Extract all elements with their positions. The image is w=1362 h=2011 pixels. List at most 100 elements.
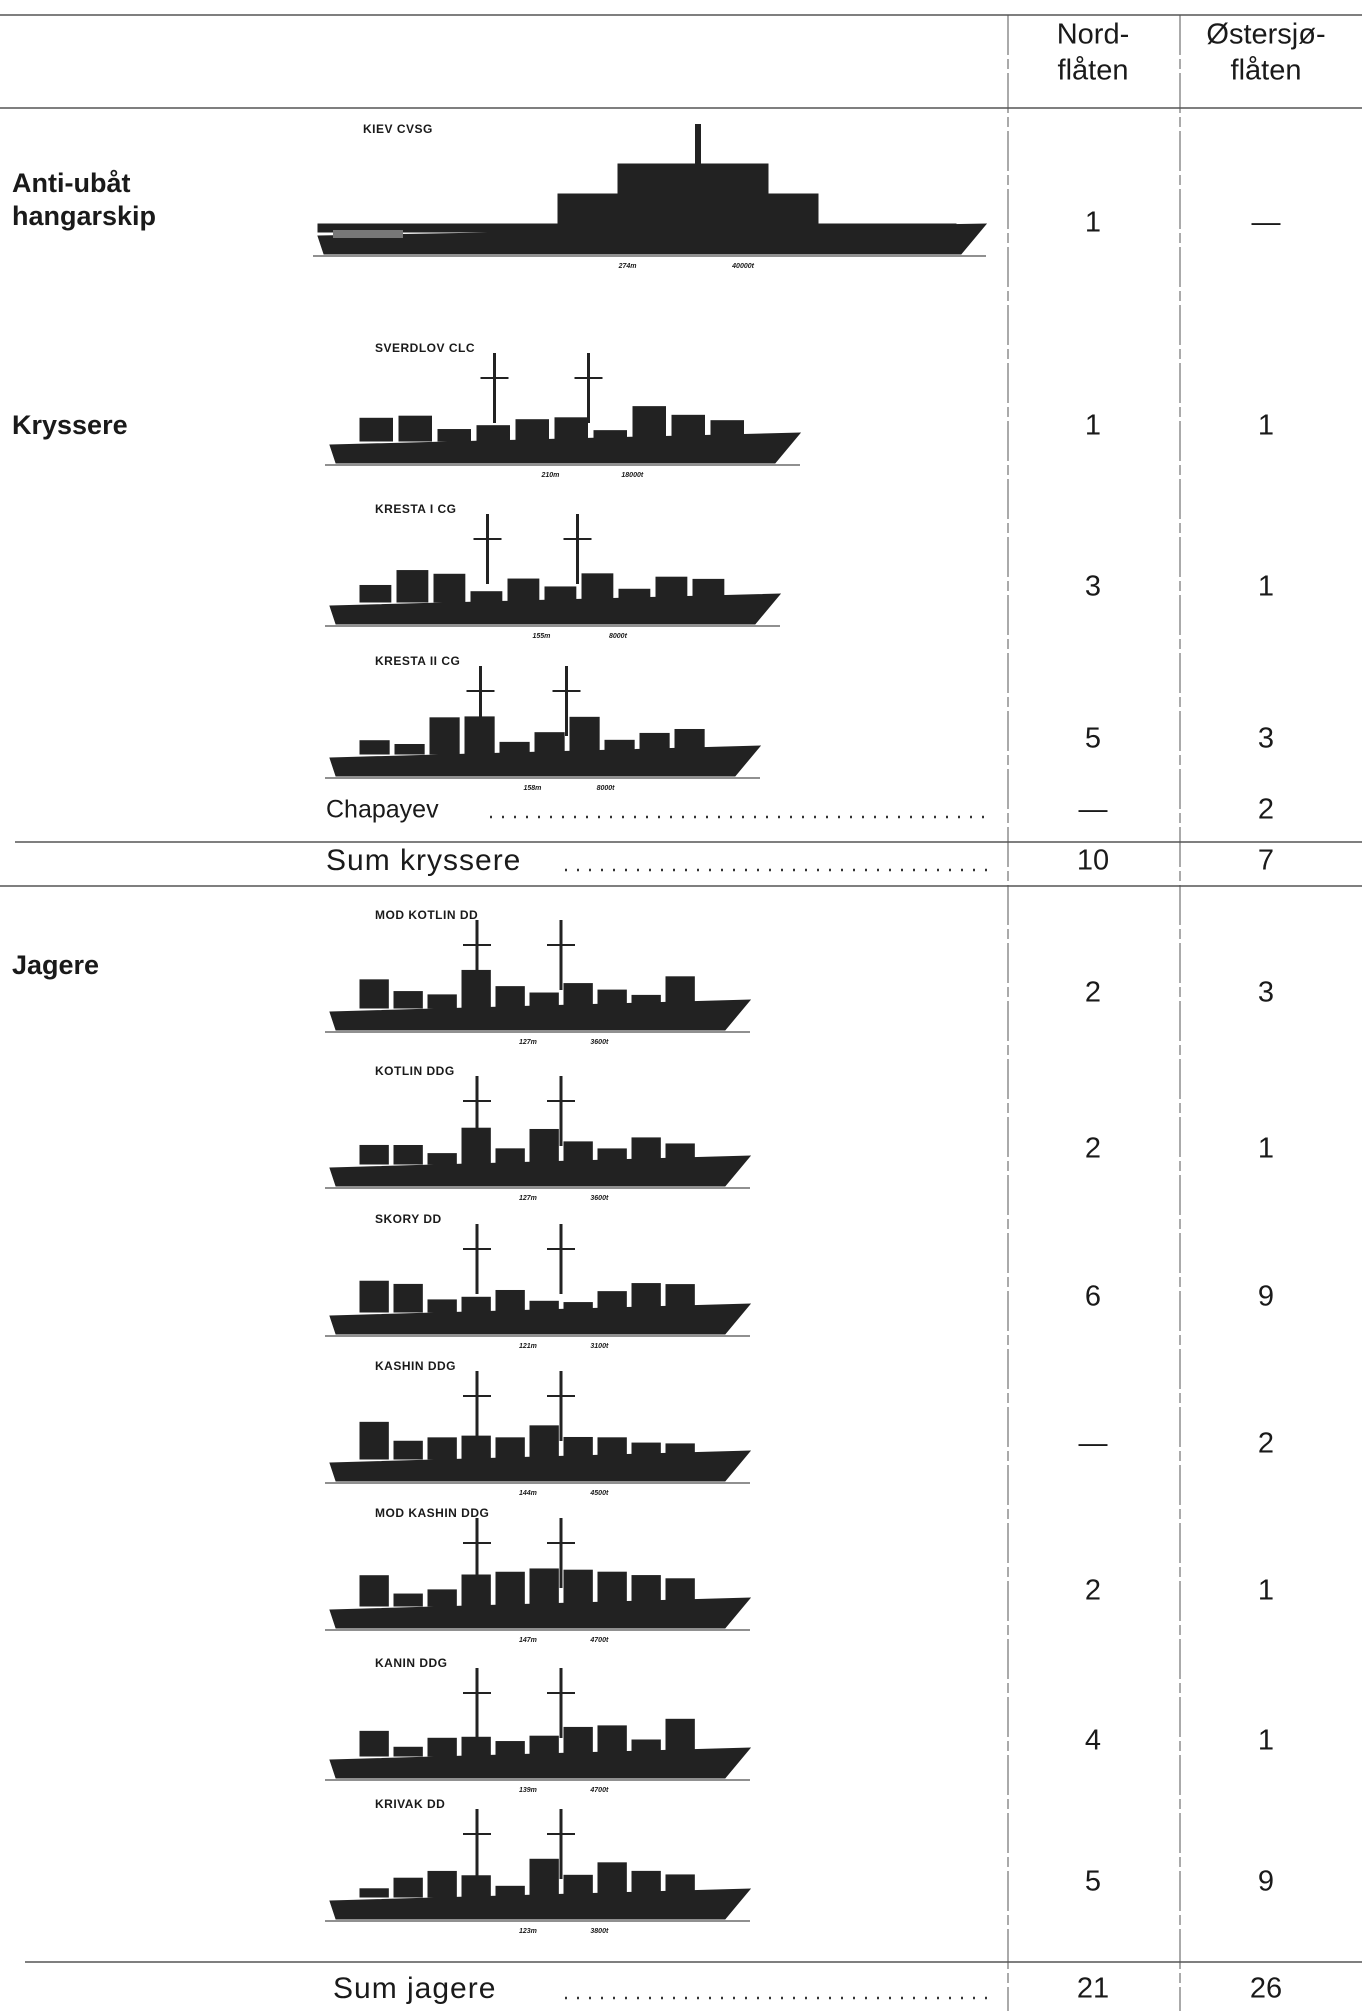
ship-length: 127m	[519, 1039, 537, 1046]
ship-tonnage: 8000t	[609, 633, 628, 640]
ship-length: 274m	[618, 263, 637, 270]
superstructure	[563, 983, 593, 1009]
ost-count: 3	[1258, 977, 1274, 1009]
superstructure	[427, 1153, 457, 1165]
column-header: flåten	[1058, 55, 1129, 87]
superstructure	[655, 576, 688, 603]
superstructure	[692, 578, 725, 603]
superstructure	[529, 1858, 559, 1898]
column-header: flåten	[1231, 55, 1302, 87]
superstructure	[665, 976, 695, 1009]
superstructure	[359, 740, 390, 755]
superstructure	[393, 1746, 423, 1757]
ship-name: KRESTA II CG	[375, 654, 460, 668]
sum-ost: 26	[1250, 1973, 1282, 2005]
ship-name: KRIVAK DD	[375, 1797, 445, 1811]
nord-count: 2	[1085, 1575, 1101, 1607]
ship-name: MOD KASHIN DDG	[375, 1506, 489, 1520]
superstructure	[597, 1148, 627, 1165]
superstructure	[631, 1739, 661, 1757]
superstructure	[665, 1718, 695, 1757]
superstructure	[632, 406, 666, 442]
ship-silhouette	[313, 124, 988, 257]
ship-name: KRESTA I CG	[375, 502, 457, 516]
ship-tonnage: 40000t	[731, 263, 754, 270]
island	[557, 193, 819, 225]
superstructure	[563, 1302, 593, 1313]
superstructure	[427, 1737, 457, 1757]
superstructure	[427, 994, 457, 1009]
deck-marking	[333, 230, 403, 238]
superstructure	[710, 420, 744, 442]
superstructure	[674, 728, 705, 755]
superstructure	[563, 1141, 593, 1165]
ost-count: 1	[1258, 410, 1274, 442]
superstructure	[507, 578, 540, 603]
ship-length: 123m	[519, 1928, 537, 1935]
superstructure	[563, 1874, 593, 1898]
superstructure	[394, 743, 425, 755]
sum-label: Sum kryssere	[326, 844, 521, 877]
superstructure	[470, 591, 503, 603]
nord-count: 5	[1085, 723, 1101, 755]
superstructure	[639, 732, 670, 755]
island	[617, 163, 769, 195]
nord-count: 2	[1085, 977, 1101, 1009]
superstructure	[429, 717, 460, 755]
superstructure	[393, 1440, 423, 1460]
superstructure	[665, 1578, 695, 1607]
superstructure	[618, 588, 651, 603]
ship-tonnage: 3600t	[590, 1195, 609, 1202]
superstructure	[461, 1296, 491, 1313]
superstructure	[529, 1425, 559, 1460]
ost-count: 2	[1258, 1428, 1274, 1460]
superstructure	[393, 991, 423, 1009]
superstructure	[461, 1736, 491, 1757]
nord-count: 1	[1085, 410, 1101, 442]
ship-length: 210m	[541, 472, 560, 479]
superstructure	[476, 425, 510, 442]
superstructure	[665, 1284, 695, 1313]
ship-length: 121m	[519, 1343, 537, 1350]
superstructure	[495, 1571, 525, 1607]
superstructure	[665, 1874, 695, 1898]
ship-tonnage: 18000t	[621, 472, 643, 479]
superstructure	[563, 1569, 593, 1607]
superstructure	[529, 1128, 559, 1165]
ship-tonnage: 4700t	[589, 1787, 609, 1794]
ship-silhouette	[325, 514, 782, 627]
ship-name: KIEV CVSG	[363, 122, 433, 136]
superstructure	[359, 1421, 389, 1460]
rules	[0, 14, 1362, 2011]
superstructure	[597, 1437, 627, 1460]
superstructure	[604, 739, 635, 755]
ship-tonnage: 8000t	[597, 785, 616, 792]
row-name: Chapayev	[326, 796, 439, 824]
superstructure	[631, 1442, 661, 1460]
ship-name: SVERDLOV CLC	[375, 341, 475, 355]
deck	[317, 223, 957, 233]
superstructure	[359, 979, 389, 1009]
superstructure	[581, 573, 614, 603]
ship-name: MOD KOTLIN DD	[375, 908, 478, 922]
superstructure	[393, 1283, 423, 1313]
superstructure	[427, 1299, 457, 1313]
superstructure	[563, 1726, 593, 1757]
superstructure	[359, 1575, 389, 1607]
ship-length: 127m	[519, 1195, 537, 1202]
superstructure	[499, 741, 530, 755]
superstructure	[631, 1283, 661, 1313]
superstructure	[427, 1870, 457, 1898]
superstructure	[393, 1877, 423, 1898]
superstructure	[569, 716, 600, 755]
ost-count: 1	[1258, 1725, 1274, 1757]
superstructure	[359, 584, 392, 603]
superstructure	[515, 419, 549, 442]
ship-tonnage: 4700t	[589, 1637, 609, 1644]
nord-count: 2	[1085, 1133, 1101, 1165]
superstructure	[393, 1593, 423, 1607]
superstructure	[433, 573, 466, 603]
superstructure	[563, 1436, 593, 1460]
superstructure	[393, 1144, 423, 1165]
superstructure	[529, 1568, 559, 1607]
